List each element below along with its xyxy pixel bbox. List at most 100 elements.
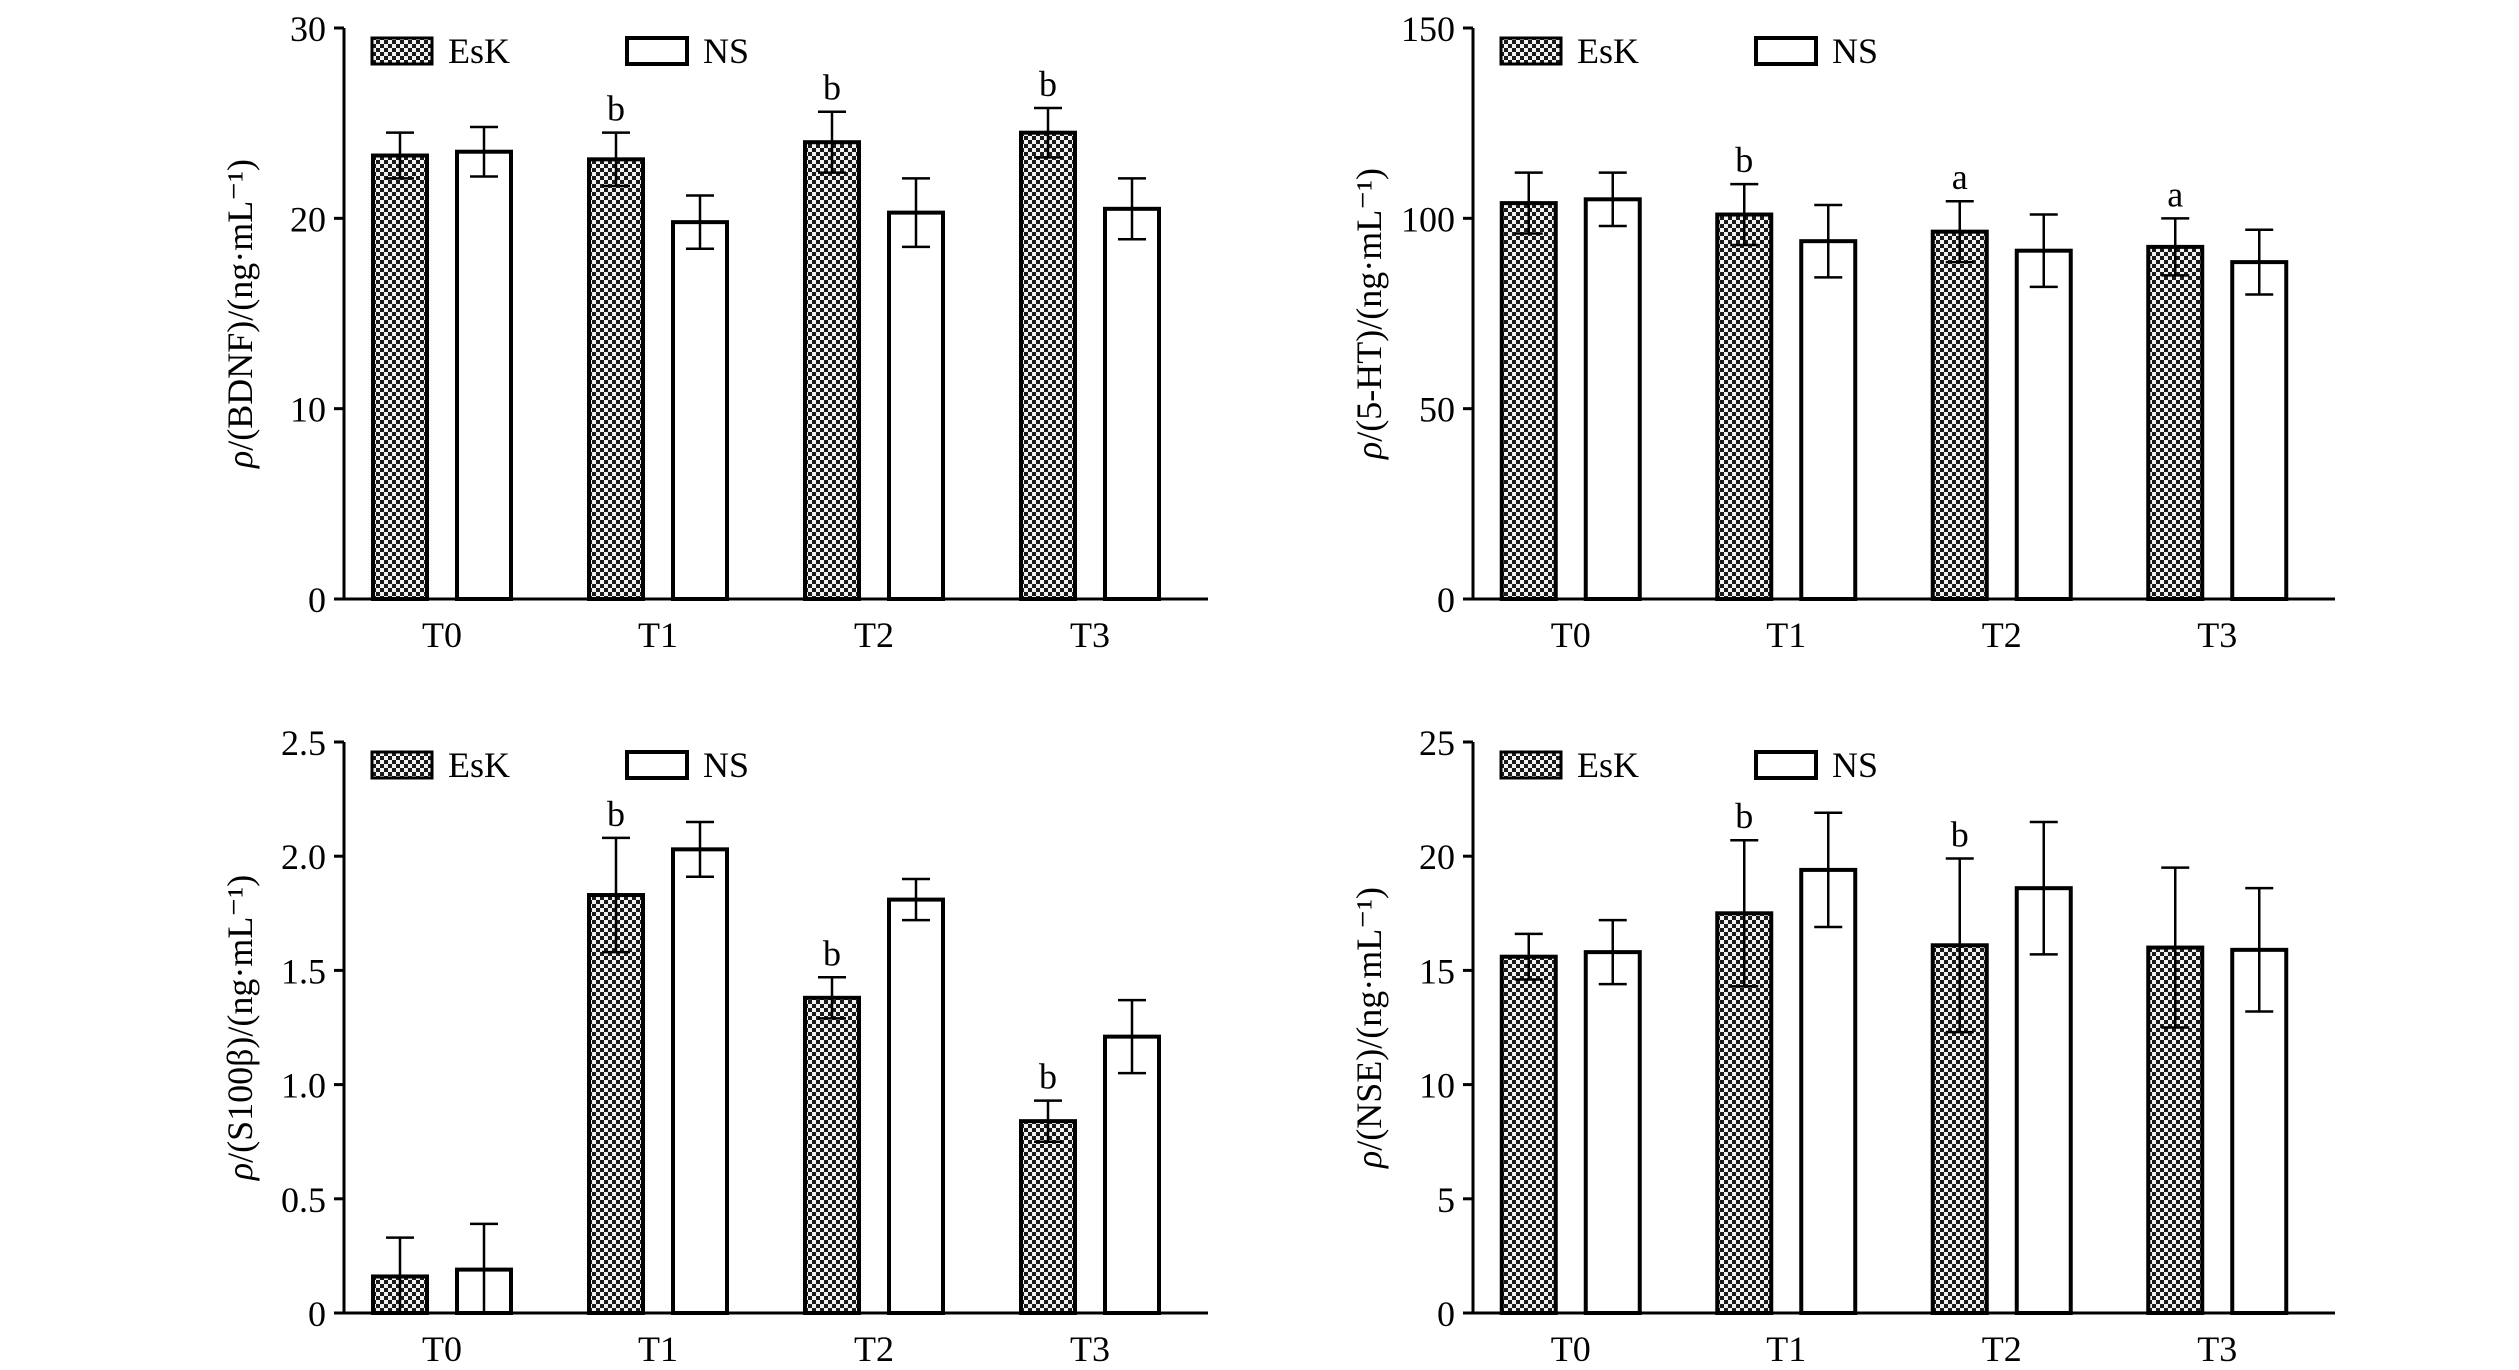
bar-esk <box>1499 954 1558 1315</box>
y-axis-label: ρ/(NSE)/(ng·mL⁻¹) <box>1349 887 1389 1169</box>
y-tick-label: 0 <box>1437 1294 1455 1334</box>
bar-esk <box>587 157 645 602</box>
significance-label: a <box>1952 157 1968 197</box>
significance-label: b <box>823 68 841 108</box>
y-axis-label-text: /(BDNF)/(ng·mL⁻¹) <box>220 159 260 451</box>
bar-ns <box>2014 886 2073 1316</box>
y-tick-label: 150 <box>1401 9 1455 49</box>
y-axis-label: ρ/(BDNF)/(ng·mL⁻¹) <box>220 159 260 469</box>
y-axis-label-text: /(S100β)/(ng·mL⁻¹) <box>220 875 260 1163</box>
legend-swatch-esk <box>1499 750 1563 780</box>
bar-ns <box>671 220 729 601</box>
y-tick-label: 15 <box>1419 951 1455 991</box>
significance-label: b <box>1735 796 1753 836</box>
legend-swatch-esk <box>370 750 434 780</box>
y-axis-label-text: /(NSE)/(ng·mL⁻¹) <box>1349 887 1389 1151</box>
bar-ns <box>2014 248 2073 601</box>
significance-label: b <box>607 794 625 834</box>
significance-label: a <box>2167 174 2183 214</box>
significance-label: b <box>823 933 841 973</box>
bar-ns <box>1103 1034 1161 1315</box>
x-tick-label: T0 <box>422 1329 462 1369</box>
chart-bdnf: 0 10 20 30 ρ/(BDNF)/(ng·mL⁻¹) T0 b T1 b T2 b T3 EsK N… <box>220 9 1208 655</box>
bar-esk <box>1019 1119 1077 1316</box>
legend-swatch-ns <box>1754 750 1818 780</box>
y-tick-label: 25 <box>1419 723 1455 763</box>
legend-label-esk: EsK <box>1577 745 1639 785</box>
x-tick-label: T3 <box>2197 615 2237 655</box>
x-tick-label: T0 <box>422 615 462 655</box>
bar-ns <box>671 847 729 1316</box>
bar-esk <box>587 893 645 1315</box>
legend-label-ns: NS <box>1832 31 1878 71</box>
bar-ns <box>1799 239 1858 601</box>
y-tick-label: 20 <box>1419 837 1455 877</box>
y-axis-label-symbol: ρ <box>220 1163 260 1181</box>
y-tick-label: 0 <box>308 580 326 620</box>
chart-s100b: 0 0.5 1.0 1.5 2.0 2.5 ρ/(S100β)/(ng·mL⁻¹) T0 b T1… <box>220 723 1208 1369</box>
y-tick-label: 50 <box>1419 390 1455 430</box>
y-tick-label: 1.5 <box>281 951 326 991</box>
bar-ns <box>455 149 513 601</box>
legend-swatch-ns <box>625 36 689 66</box>
bar-esk <box>1715 212 1774 601</box>
bar-ns <box>887 897 945 1315</box>
x-tick-label: T2 <box>854 1329 894 1369</box>
x-tick-label: T2 <box>854 615 894 655</box>
significance-label: b <box>1039 64 1057 104</box>
x-tick-label: T1 <box>1766 1329 1806 1369</box>
bar-esk <box>803 140 861 601</box>
y-axis-label-symbol: ρ <box>1349 1151 1389 1169</box>
x-tick-label: T3 <box>1070 1329 1110 1369</box>
chart-nse: 0 5 10 15 20 25 ρ/(NSE)/(ng·mL⁻¹) T0 b T1 b T2 T3 EsK… <box>1349 723 2335 1369</box>
y-axis-label-symbol: ρ <box>220 451 260 469</box>
legend-label-ns: NS <box>703 31 749 71</box>
y-tick-label: 20 <box>290 199 326 239</box>
y-axis-label-text: /(5-HT)/(ng·mL⁻¹) <box>1349 168 1389 442</box>
legend-swatch-ns <box>1754 36 1818 66</box>
x-tick-label: T3 <box>2197 1329 2237 1369</box>
y-tick-label: 0.5 <box>281 1180 326 1220</box>
bar-ns <box>1799 867 1858 1315</box>
bar-ns <box>887 210 945 602</box>
significance-label: b <box>1039 1057 1057 1097</box>
bar-ns <box>1583 197 1642 602</box>
y-axis-label: ρ/(5-HT)/(ng·mL⁻¹) <box>1349 168 1389 460</box>
y-tick-label: 1.0 <box>281 1066 326 1106</box>
x-tick-label: T1 <box>638 615 678 655</box>
bar-ns <box>1103 206 1161 601</box>
x-tick-label: T2 <box>1982 615 2022 655</box>
y-tick-label: 30 <box>290 9 326 49</box>
x-tick-label: T1 <box>638 1329 678 1369</box>
legend-label-esk: EsK <box>448 31 510 71</box>
bar-ns <box>1583 950 1642 1315</box>
y-axis-label-symbol: ρ <box>1349 442 1389 460</box>
y-tick-label: 2.0 <box>281 837 326 877</box>
bar-esk <box>1499 201 1558 602</box>
x-tick-label: T0 <box>1551 615 1591 655</box>
significance-label: b <box>1951 814 1969 854</box>
legend-swatch-ns <box>625 750 689 780</box>
legend-label-esk: EsK <box>1577 31 1639 71</box>
chart-5ht: 0 50 100 150 ρ/(5-HT)/(ng·mL⁻¹) T0 b T1 a T2 a T3 Es… <box>1349 9 2335 655</box>
y-axis-label: ρ/(S100β)/(ng·mL⁻¹) <box>220 875 260 1181</box>
x-tick-label: T3 <box>1070 615 1110 655</box>
y-tick-label: 2.5 <box>281 723 326 763</box>
significance-label: b <box>607 89 625 129</box>
y-tick-label: 100 <box>1401 199 1455 239</box>
y-tick-label: 0 <box>308 1294 326 1334</box>
bar-ns <box>2230 260 2289 601</box>
x-tick-label: T2 <box>1982 1329 2022 1369</box>
bar-esk <box>1930 229 1989 601</box>
y-tick-label: 10 <box>290 390 326 430</box>
significance-label: b <box>1735 140 1753 180</box>
bar-esk <box>371 153 429 601</box>
x-tick-label: T0 <box>1551 1329 1591 1369</box>
y-tick-label: 10 <box>1419 1066 1455 1106</box>
bar-esk <box>2146 244 2205 601</box>
bar-esk <box>1930 943 1989 1315</box>
legend-swatch-esk <box>1499 36 1563 66</box>
legend-swatch-esk <box>370 36 434 66</box>
x-tick-label: T1 <box>1766 615 1806 655</box>
